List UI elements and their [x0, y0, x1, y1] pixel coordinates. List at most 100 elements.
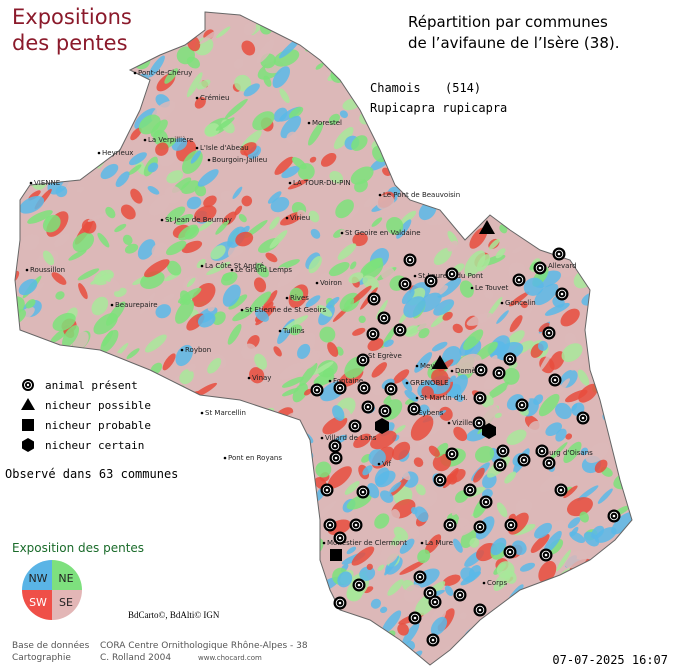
relief-patch [157, 506, 170, 523]
relief-patch [137, 239, 156, 260]
relief-patch [193, 624, 219, 639]
town-dot [230, 268, 234, 272]
relief-patch [473, 165, 486, 178]
marker-center [431, 638, 435, 642]
relief-patch [85, 615, 96, 624]
relief-patch [587, 106, 605, 129]
relief-patch [516, 109, 542, 128]
marker-ring [556, 485, 566, 495]
relief-patch [447, 240, 458, 252]
relief-patch [114, 223, 127, 233]
exposure-rose: NW NE SW SE [22, 560, 82, 620]
footer-label: Base de données [12, 640, 90, 651]
relief-patch [235, 599, 254, 619]
relief-patch [368, 449, 386, 467]
relief-patch [289, 287, 304, 302]
relief-patch [319, 326, 336, 343]
relief-patch [67, 481, 83, 493]
marker-center [353, 424, 357, 428]
relief-patch [519, 562, 536, 572]
relief-patch [213, 565, 231, 579]
relief-patch [384, 555, 400, 576]
relief-patch [597, 488, 613, 504]
relief-patch [443, 59, 453, 65]
relief-patch [603, 213, 611, 221]
legend-label: nicheur possible [45, 399, 151, 412]
relief-patch [138, 114, 161, 135]
relief-patch [505, 213, 518, 221]
relief-patch [413, 457, 424, 467]
relief-patch [147, 162, 159, 173]
relief-patch [581, 139, 599, 156]
marker-center [557, 252, 561, 256]
relief-patch [529, 237, 543, 245]
relief-patch [96, 568, 122, 580]
marker-ring [537, 446, 547, 456]
town-label: Bourgoin-Jallieu [212, 156, 267, 164]
species-latin: Rupicapra rupicapra [370, 101, 507, 115]
marker-ring [455, 590, 465, 600]
town-dot [413, 274, 417, 278]
relief-patch [139, 17, 148, 27]
relief-patch [621, 608, 632, 629]
relief-patch [15, 609, 29, 630]
town-dot [415, 364, 419, 368]
relief-patch [577, 369, 590, 386]
relief-patch [602, 242, 630, 257]
relief-patch [28, 483, 52, 505]
relief-patch [72, 364, 93, 378]
relief-patch [135, 587, 151, 603]
relief-patch [279, 362, 304, 380]
town-dot [160, 218, 164, 222]
relief-patch [576, 187, 588, 198]
relief-patch [380, 606, 388, 614]
relief-patch [607, 619, 617, 632]
relief-patch [352, 649, 372, 665]
relief-patch [375, 47, 387, 59]
relief-patch [367, 637, 380, 650]
relief-patch [516, 636, 532, 648]
relief-patch [75, 156, 89, 169]
relief-patch [350, 166, 374, 185]
relief-patch [17, 75, 34, 86]
relief-patch [590, 308, 604, 323]
marker-center [354, 523, 358, 527]
relief-patch [622, 224, 632, 239]
marker-center [450, 272, 454, 276]
relief-patch [281, 376, 304, 388]
relief-patch [199, 493, 217, 509]
footer-url: www.chocard.com [198, 654, 262, 662]
relief-patch [466, 312, 493, 326]
relief-patch [198, 514, 216, 524]
marker-ring [505, 547, 515, 557]
relief-patch [517, 67, 529, 80]
town-label: Bourg d'Oisans [540, 449, 593, 457]
marker-center [478, 608, 482, 612]
relief-patch [179, 369, 194, 385]
heading: de l’avifaune de l’Isère (38). [408, 34, 620, 52]
marker-center [553, 378, 557, 382]
relief-patch [469, 537, 480, 548]
relief-patch [95, 616, 110, 629]
town-dot [378, 193, 382, 197]
relief-patch [563, 441, 582, 464]
relief-patch [15, 143, 34, 160]
relief-patch [196, 455, 208, 466]
marker-ring [517, 400, 527, 410]
relief-patch [370, 430, 397, 450]
town-label: Eybens [418, 409, 444, 417]
relief-patch [292, 552, 311, 567]
relief-patch [410, 141, 430, 160]
relief-patch [237, 596, 254, 605]
relief-patch [615, 417, 628, 431]
relief-patch [626, 308, 632, 320]
town-label: Beaurepaire [115, 301, 158, 309]
relief-patch [369, 52, 391, 77]
relief-patch [404, 390, 419, 402]
relief-patch [464, 250, 486, 277]
relief-patch [296, 535, 313, 552]
relief-patch [145, 581, 166, 600]
relief-patch [122, 234, 133, 245]
relief-patch [18, 278, 38, 296]
relief-patch [167, 431, 182, 447]
